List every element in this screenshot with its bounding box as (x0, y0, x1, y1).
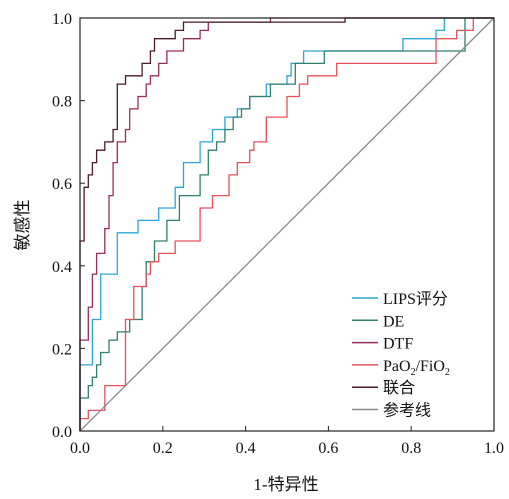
y-tick-label: 0.6 (52, 176, 72, 193)
y-tick-label: 1.0 (52, 11, 72, 28)
plot-frame (79, 17, 495, 432)
legend-label-2: DTF (383, 336, 413, 353)
plot-curves (79, 17, 495, 432)
x-tick-label: 0.2 (153, 440, 173, 457)
x-tick-label: 1.0 (484, 440, 504, 457)
series-line-5 (79, 17, 495, 432)
series-line-2 (79, 17, 494, 431)
y-tick-label: 0.0 (52, 424, 72, 441)
x-tick-label: 0.4 (236, 440, 256, 457)
legend-label-5: 参考线 (383, 402, 431, 420)
x-tick-label: 0.0 (70, 440, 90, 457)
series-line-4 (79, 17, 494, 431)
series-line-3 (79, 17, 494, 431)
y-tick-label: 0.2 (52, 341, 72, 358)
legend-label-4: 联合 (383, 379, 415, 397)
x-tick-labels: 0.0 0.2 0.4 0.6 0.8 1.0 (70, 440, 504, 457)
x-tick-label: 0.6 (318, 440, 338, 457)
y-tick-label: 0.8 (52, 94, 72, 111)
y-axis-label: 敏感性 (13, 200, 32, 251)
axis-ticks (79, 17, 495, 432)
x-tick-label: 0.8 (401, 440, 421, 457)
series-line-1 (79, 17, 494, 431)
x-axis-label: 1-特异性 (253, 475, 318, 494)
legend-label-0: LIPS评分 (383, 290, 448, 308)
y-tick-labels: 0.0 0.2 0.4 0.6 0.8 1.0 (52, 11, 72, 441)
legend-label-1: DE (383, 313, 404, 330)
y-tick-label: 0.4 (52, 259, 72, 276)
legend-label-3: PaO2/FiO2 (383, 358, 450, 378)
